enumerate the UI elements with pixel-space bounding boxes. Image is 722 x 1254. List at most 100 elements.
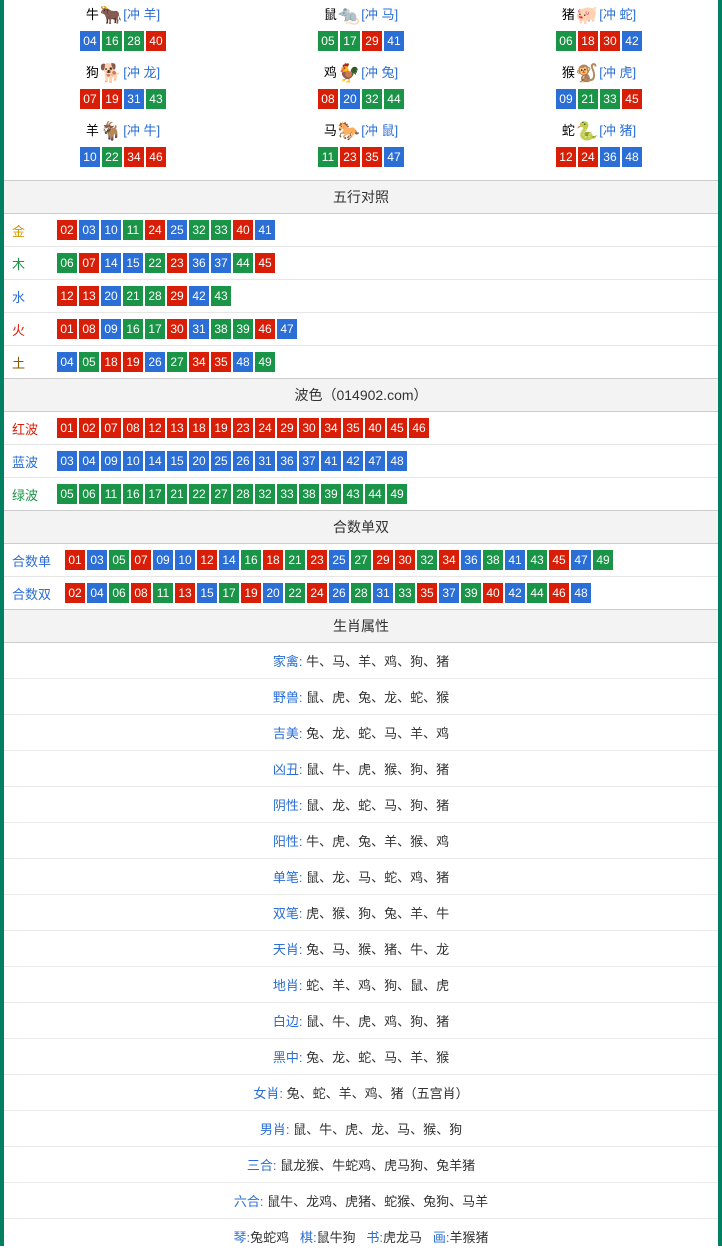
number-ball: 41 xyxy=(384,31,404,51)
number-ball: 43 xyxy=(343,484,363,504)
number-ball: 43 xyxy=(211,286,231,306)
number-ball: 17 xyxy=(219,583,239,603)
number-ball: 04 xyxy=(79,451,99,471)
row-balls: 02031011242532334041 xyxy=(56,218,712,242)
attr-line: 白边: 鼠、牛、虎、鸡、狗、猪 xyxy=(4,1003,718,1039)
zodiac-name: 牛 xyxy=(86,7,99,22)
zodiac-animal-icon: 🐓 xyxy=(338,63,360,84)
number-ball: 34 xyxy=(321,418,341,438)
zodiac-name: 猴 xyxy=(562,65,575,80)
number-ball: 14 xyxy=(101,253,121,273)
table-row: 蓝波03040910141520252631363741424748 xyxy=(4,445,718,478)
number-ball: 01 xyxy=(57,418,77,438)
number-ball: 13 xyxy=(79,286,99,306)
attr-label: 单笔: xyxy=(273,870,306,885)
number-ball: 22 xyxy=(102,147,122,167)
number-ball: 11 xyxy=(153,583,173,603)
number-ball: 46 xyxy=(409,418,429,438)
attr-value: 蛇、羊、鸡、狗、鼠、虎 xyxy=(306,978,449,993)
number-ball: 48 xyxy=(571,583,591,603)
number-ball: 23 xyxy=(167,253,187,273)
number-ball: 10 xyxy=(123,451,143,471)
number-ball: 08 xyxy=(131,583,151,603)
table-row: 水1213202128294243 xyxy=(4,280,718,313)
number-ball: 17 xyxy=(145,319,165,339)
number-ball: 29 xyxy=(167,286,187,306)
row-label: 红波 xyxy=(10,419,56,438)
number-ball: 01 xyxy=(65,550,85,570)
number-ball: 06 xyxy=(57,253,77,273)
number-ball: 28 xyxy=(351,583,371,603)
number-ball: 10 xyxy=(101,220,121,240)
number-ball: 09 xyxy=(153,550,173,570)
number-ball: 33 xyxy=(600,89,620,109)
zodiac-name: 猪 xyxy=(562,7,575,22)
attr-value: 鼠、龙、马、蛇、鸡、猪 xyxy=(306,870,449,885)
attr-line: 黑中: 兔、龙、蛇、马、羊、猴 xyxy=(4,1039,718,1075)
number-ball: 34 xyxy=(124,147,144,167)
table-row: 红波0102070812131819232429303435404546 xyxy=(4,412,718,445)
row-label: 土 xyxy=(10,353,56,372)
attr-value: 鼠、龙、蛇、马、狗、猪 xyxy=(306,798,449,813)
attr-line: 阴性: 鼠、龙、蛇、马、狗、猪 xyxy=(4,787,718,823)
zodiac-name: 蛇 xyxy=(562,123,575,138)
number-ball: 03 xyxy=(87,550,107,570)
bose-table: 红波0102070812131819232429303435404546蓝波03… xyxy=(4,412,718,510)
number-ball: 47 xyxy=(277,319,297,339)
number-ball: 49 xyxy=(387,484,407,504)
bottom-val: 兔蛇鸡 xyxy=(250,1230,289,1245)
number-ball: 29 xyxy=(373,550,393,570)
number-ball: 06 xyxy=(79,484,99,504)
row-balls: 0204060811131517192022242628313335373940… xyxy=(64,581,712,605)
number-ball: 40 xyxy=(365,418,385,438)
number-ball: 30 xyxy=(299,418,319,438)
number-ball: 20 xyxy=(101,286,121,306)
zodiac-title: 蛇🐍[冲 猪] xyxy=(480,120,718,142)
number-ball: 42 xyxy=(189,286,209,306)
zodiac-balls: 07193143 xyxy=(4,88,242,110)
number-ball: 32 xyxy=(189,220,209,240)
number-ball: 07 xyxy=(101,418,121,438)
number-ball: 14 xyxy=(145,451,165,471)
zodiac-cell: 蛇🐍[冲 猪]12243648 xyxy=(480,116,718,174)
number-ball: 39 xyxy=(461,583,481,603)
number-ball: 40 xyxy=(483,583,503,603)
attr-value: 牛、马、羊、鸡、狗、猪 xyxy=(306,654,449,669)
number-ball: 34 xyxy=(439,550,459,570)
zodiac-name: 马 xyxy=(324,123,337,138)
row-balls: 0102070812131819232429303435404546 xyxy=(56,416,712,440)
section-header-heshu: 合数单双 xyxy=(4,510,718,544)
zodiac-cell: 羊🐐[冲 牛]10223446 xyxy=(4,116,242,174)
number-ball: 19 xyxy=(123,352,143,372)
row-label: 绿波 xyxy=(10,485,56,504)
number-ball: 01 xyxy=(57,319,77,339)
zodiac-clash: [冲 龙] xyxy=(123,65,160,80)
zodiac-name: 鼠 xyxy=(324,7,337,22)
number-ball: 05 xyxy=(57,484,77,504)
number-ball: 21 xyxy=(167,484,187,504)
number-ball: 18 xyxy=(263,550,283,570)
attr-line: 双笔: 虎、猴、狗、兔、羊、牛 xyxy=(4,895,718,931)
number-ball: 39 xyxy=(233,319,253,339)
number-ball: 30 xyxy=(600,31,620,51)
zodiac-title: 羊🐐[冲 牛] xyxy=(4,120,242,142)
zodiac-balls: 08203244 xyxy=(242,88,480,110)
attr-label: 六合: xyxy=(234,1194,267,1209)
zodiac-balls: 04162840 xyxy=(4,30,242,52)
attr-line: 三合: 鼠龙猴、牛蛇鸡、虎马狗、兔羊猪 xyxy=(4,1147,718,1183)
attr-value: 兔、马、猴、猪、牛、龙 xyxy=(306,942,449,957)
number-ball: 44 xyxy=(527,583,547,603)
attr-line: 地肖: 蛇、羊、鸡、狗、鼠、虎 xyxy=(4,967,718,1003)
zodiac-balls: 05172941 xyxy=(242,30,480,52)
number-ball: 02 xyxy=(65,583,85,603)
number-ball: 22 xyxy=(285,583,305,603)
number-ball: 11 xyxy=(101,484,121,504)
number-ball: 49 xyxy=(593,550,613,570)
row-balls: 1213202128294243 xyxy=(56,284,712,308)
number-ball: 45 xyxy=(549,550,569,570)
number-ball: 22 xyxy=(145,253,165,273)
number-ball: 22 xyxy=(189,484,209,504)
bottom-val: 羊猴猪 xyxy=(450,1230,489,1245)
zodiac-name: 鸡 xyxy=(324,65,337,80)
zodiac-animal-icon: 🐍 xyxy=(576,121,598,142)
